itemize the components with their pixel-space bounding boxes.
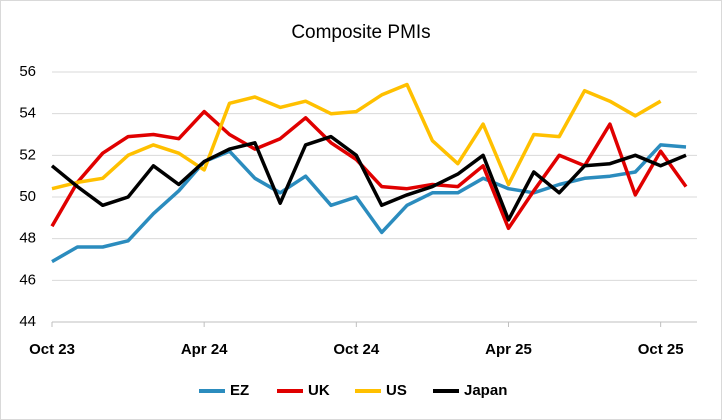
x-tick-label: Apr 25 xyxy=(485,341,532,358)
x-tick-label: Oct 24 xyxy=(333,341,380,358)
y-tick-label: 48 xyxy=(19,230,36,247)
series-line xyxy=(51,82,662,191)
y-tick-label: 46 xyxy=(19,271,36,288)
x-tick-label: Oct 23 xyxy=(29,341,75,358)
legend-label: US xyxy=(386,382,407,399)
series-line xyxy=(51,143,687,264)
y-tick-label: 50 xyxy=(19,188,36,205)
y-tick-label: 56 xyxy=(19,63,36,80)
chart-title: Composite PMIs xyxy=(291,22,430,43)
legend-label: UK xyxy=(308,382,330,399)
y-tick-label: 44 xyxy=(19,313,36,330)
y-tick-label: 52 xyxy=(19,146,36,163)
series-line xyxy=(50,109,688,231)
legend-label: EZ xyxy=(230,382,249,399)
legend-label: Japan xyxy=(464,382,507,399)
x-tick-label: Oct 25 xyxy=(638,341,684,358)
y-tick-label: 54 xyxy=(19,105,36,122)
series-line xyxy=(50,134,687,222)
x-tick-label: Apr 24 xyxy=(181,341,228,358)
